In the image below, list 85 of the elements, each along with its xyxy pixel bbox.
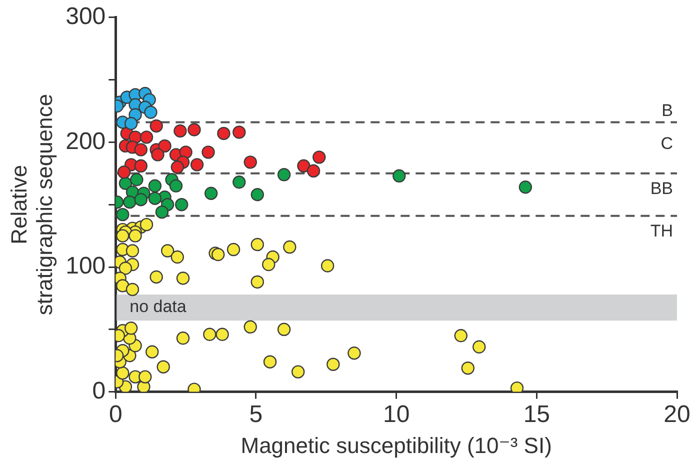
point xyxy=(158,139,172,153)
y-tick-label: 0 xyxy=(92,377,106,404)
point xyxy=(134,159,148,173)
point xyxy=(454,329,468,342)
point xyxy=(130,173,144,186)
point xyxy=(148,179,162,192)
point xyxy=(134,143,148,156)
point xyxy=(124,322,138,335)
point xyxy=(116,279,130,292)
annotation: B xyxy=(662,100,673,120)
point xyxy=(250,188,264,202)
point xyxy=(170,160,184,174)
point xyxy=(134,193,148,206)
point xyxy=(348,346,361,360)
point xyxy=(175,198,188,212)
point xyxy=(226,242,240,256)
point xyxy=(312,150,326,164)
point xyxy=(118,262,132,275)
point xyxy=(170,250,184,264)
point xyxy=(461,361,474,375)
band-label: no data xyxy=(130,297,187,316)
point xyxy=(146,345,159,358)
point xyxy=(283,240,296,254)
point xyxy=(277,322,291,336)
point xyxy=(291,365,305,378)
point xyxy=(320,259,334,272)
point xyxy=(144,106,158,119)
x-tick-label: 10 xyxy=(382,400,410,428)
point xyxy=(250,275,264,289)
point xyxy=(140,218,154,232)
annotation: TH xyxy=(650,222,673,241)
point xyxy=(126,282,140,296)
point xyxy=(262,258,276,272)
point xyxy=(126,244,140,258)
point xyxy=(116,366,130,380)
point xyxy=(138,370,152,384)
point xyxy=(140,130,154,144)
point xyxy=(116,208,130,222)
point xyxy=(116,229,130,242)
point xyxy=(263,355,277,368)
y-axis-title: Relative stratigraphic sequence xyxy=(6,94,58,316)
x-tick-label: 15 xyxy=(523,400,550,428)
point xyxy=(232,126,246,139)
point xyxy=(211,248,225,262)
point xyxy=(190,158,204,172)
x-tick-label: 5 xyxy=(249,400,263,428)
point xyxy=(277,168,291,182)
point xyxy=(188,123,201,136)
point xyxy=(250,238,264,252)
point xyxy=(306,164,320,178)
y-tick-label: 200 xyxy=(66,128,106,155)
point xyxy=(176,332,190,345)
point xyxy=(518,180,532,194)
point xyxy=(150,270,163,284)
point xyxy=(326,358,340,371)
point xyxy=(128,229,142,242)
point xyxy=(148,192,162,205)
annotation: BB xyxy=(650,179,673,198)
point xyxy=(203,328,216,341)
point xyxy=(151,148,164,162)
point xyxy=(202,146,215,159)
point xyxy=(244,156,257,169)
point xyxy=(124,116,138,130)
point xyxy=(232,176,246,189)
annotation: C xyxy=(660,134,673,153)
x-axis-title: Magnetic susceptibility (10⁻³ SI) xyxy=(240,432,552,458)
y-tick-label: 300 xyxy=(66,3,106,30)
x-tick-label: 20 xyxy=(664,400,690,428)
point xyxy=(217,126,230,140)
point xyxy=(216,328,229,341)
point xyxy=(169,179,183,192)
point xyxy=(392,169,406,182)
point xyxy=(472,340,486,354)
point xyxy=(204,186,218,200)
point xyxy=(123,196,136,209)
point xyxy=(297,159,310,173)
point xyxy=(244,320,257,334)
point xyxy=(160,244,174,258)
point xyxy=(150,119,163,133)
point xyxy=(174,124,187,138)
point xyxy=(156,360,170,374)
point xyxy=(176,272,190,285)
y-tick-label: 100 xyxy=(66,252,106,280)
point xyxy=(117,166,131,179)
point xyxy=(155,205,169,219)
